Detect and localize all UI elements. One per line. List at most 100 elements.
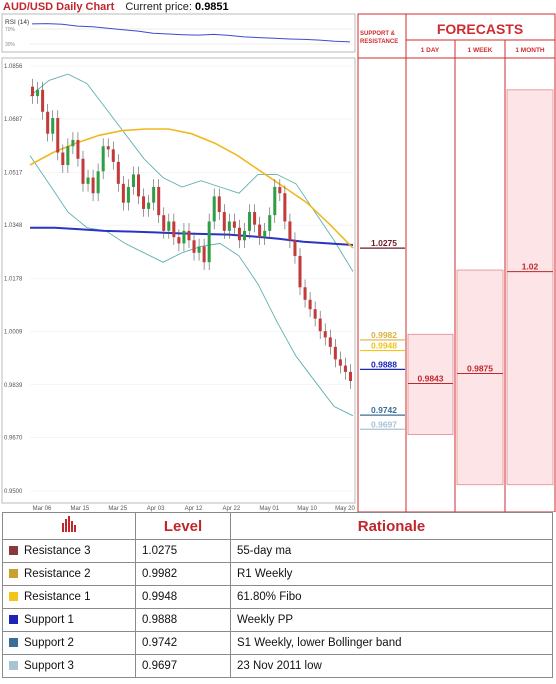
x-tick-label: Mar 06 — [33, 506, 52, 512]
candle — [298, 255, 302, 288]
x-tick-label: May 01 — [259, 506, 279, 512]
sr-value: 0.9982 — [371, 330, 397, 340]
candle — [61, 152, 65, 166]
candle — [187, 230, 191, 241]
candle — [76, 139, 80, 159]
forecast-range-day — [407, 333, 454, 435]
current-price-label: Current price: — [125, 1, 192, 13]
candle — [116, 161, 120, 184]
candle — [323, 331, 327, 338]
col-rationale-header: Rationale — [230, 512, 553, 540]
y-tick-label: 1.0687 — [4, 117, 23, 123]
table-row: Support 3 0.9697 23 Nov 2011 low — [2, 654, 553, 678]
col-1day: 1 DAY — [421, 47, 440, 54]
chart-title: AUD/USD Daily Chart — [3, 1, 115, 13]
candle — [136, 174, 141, 197]
candle — [308, 299, 312, 310]
x-tick-label: May 10 — [297, 506, 317, 512]
level-name-cell: Resistance 2 — [2, 562, 136, 586]
candle — [46, 111, 50, 134]
level-name-cell: Support 1 — [2, 608, 136, 632]
candle — [343, 365, 347, 372]
rsi-tick-high: 70% — [5, 27, 16, 33]
candle — [227, 221, 231, 231]
col-1week: 1 WEEK — [468, 47, 493, 54]
candle — [131, 174, 135, 187]
candle — [167, 221, 171, 231]
candle — [81, 158, 85, 184]
level-swatch — [9, 615, 18, 625]
rsi-line — [31, 23, 351, 43]
candle — [283, 193, 287, 222]
x-tick-label: Apr 03 — [147, 506, 165, 512]
candle — [242, 230, 247, 241]
level-value-cell: 0.9982 — [135, 562, 231, 586]
sr-value: 1.0275 — [371, 238, 397, 248]
ma100-line — [30, 226, 354, 246]
level-name-cell: Support 3 — [2, 654, 136, 678]
candle — [41, 89, 45, 112]
level-name: Resistance 1 — [24, 591, 91, 603]
candle — [86, 177, 90, 184]
x-tick-label: Apr 22 — [223, 506, 241, 512]
sr-value: 0.9948 — [371, 341, 397, 351]
chart-graphic: RSI (14) 70% 30% 1.0856 1.0687 1.0517 1.034… — [1, 13, 556, 512]
candle — [318, 318, 322, 332]
candle — [328, 337, 332, 347]
candle — [71, 139, 75, 147]
level-value-cell: 0.9697 — [135, 654, 231, 678]
level-swatch — [9, 661, 18, 671]
candle — [258, 224, 262, 238]
x-tick-label: May 20 — [335, 506, 355, 512]
candle — [212, 196, 216, 222]
current-price-value: 0.9851 — [195, 1, 229, 13]
level-name: Resistance 3 — [24, 545, 91, 557]
candle — [36, 89, 40, 97]
level-swatch — [9, 546, 18, 556]
level-name-cell: Support 2 — [2, 631, 136, 655]
candle — [142, 196, 146, 209]
chart-header: AUD/USD Daily Chart Current price: 0.985… — [3, 1, 229, 13]
candle — [177, 237, 181, 244]
level-value-cell: 0.9888 — [135, 608, 231, 632]
level-swatch — [9, 569, 18, 579]
bar-chart-icon — [62, 516, 76, 532]
candle — [217, 196, 221, 213]
candle — [263, 230, 267, 238]
y-tick-label: 1.0517 — [4, 170, 23, 176]
y-tick-label: 1.0178 — [4, 277, 23, 283]
y-axis: 1.0856 1.0687 1.0517 1.0348 1.0178 1.0009 0.98… — [4, 64, 353, 495]
level-value-cell: 0.9948 — [135, 585, 231, 609]
x-tick-label: Apr 12 — [185, 506, 203, 512]
level-rationale-cell: 61.80% Fibo — [230, 585, 553, 609]
sr-value: 0.9888 — [371, 359, 397, 369]
sr-value: 0.9697 — [371, 419, 397, 429]
ma55-line — [29, 128, 354, 249]
y-tick-label: 1.0348 — [4, 223, 23, 229]
level-name-cell: Resistance 1 — [2, 585, 136, 609]
forecast-value: 0.9875 — [467, 363, 493, 373]
level-value-cell: 1.0275 — [135, 539, 231, 563]
candle — [237, 227, 241, 241]
level-rationale-cell: 55-day ma — [230, 539, 553, 563]
candle — [268, 215, 272, 231]
forecast-value: 1.02 — [522, 262, 539, 272]
candle — [172, 221, 176, 238]
y-tick-label: 0.9670 — [4, 436, 23, 442]
candle — [192, 240, 196, 253]
candle — [121, 183, 125, 203]
candle — [126, 186, 130, 203]
level-swatch — [9, 638, 18, 648]
level-value-cell: 0.9742 — [135, 631, 231, 655]
candle — [293, 240, 297, 256]
x-axis: Mar 06 Mar 15 Mar 25 Apr 03 Apr 12 Apr 22 May … — [33, 506, 356, 512]
table-row: Resistance 3 1.0275 55-day ma — [2, 539, 553, 563]
level-name: Resistance 2 — [24, 568, 91, 580]
candle — [96, 171, 100, 194]
rsi-panel: RSI (14) 70% 30% — [1, 13, 356, 53]
levels-table-header: Level Rationale — [2, 512, 553, 540]
candle — [197, 246, 201, 253]
forecast-range-month — [506, 89, 554, 486]
candle — [91, 177, 95, 194]
candle — [56, 118, 60, 153]
